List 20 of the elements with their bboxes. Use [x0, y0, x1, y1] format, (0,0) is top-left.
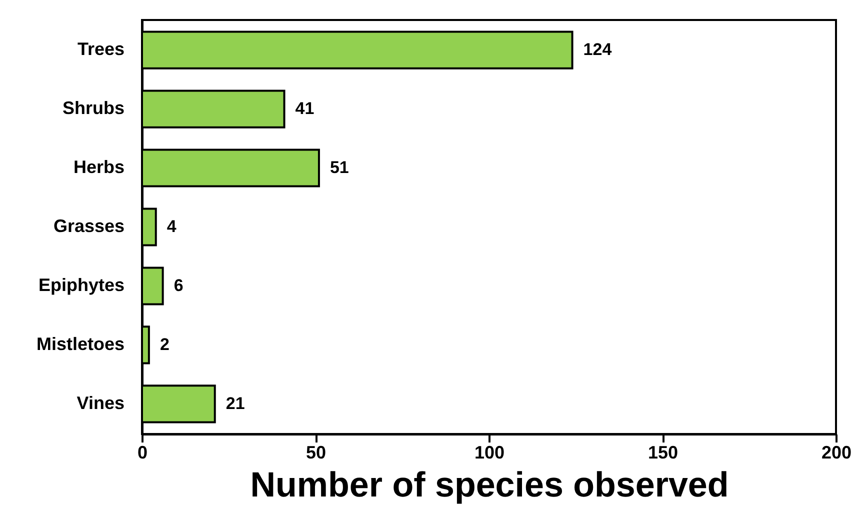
y-tick-label: Vines — [76, 392, 124, 413]
y-tick-label: Mistletoes — [36, 334, 124, 354]
y-tick-label: Epiphytes — [38, 274, 124, 295]
data-label: 51 — [330, 158, 349, 178]
x-tick-label: 100 — [474, 442, 505, 462]
data-label: 124 — [583, 40, 612, 60]
x-tick-label: 0 — [137, 442, 148, 462]
x-axis-title: Number of species observed — [250, 466, 729, 504]
x-tick-label: 200 — [821, 442, 852, 462]
y-tick-label: Grasses — [53, 216, 124, 236]
data-label: 2 — [160, 334, 170, 354]
x-tick-label: 50 — [306, 442, 326, 462]
data-label: 6 — [174, 276, 184, 295]
data-label: 21 — [226, 394, 245, 413]
y-tick-label: Herbs — [73, 157, 124, 178]
y-tick-label: Shrubs — [62, 98, 124, 118]
data-label: 4 — [166, 217, 177, 236]
data-label: 41 — [295, 99, 314, 118]
x-tick-label: 150 — [648, 442, 678, 462]
y-tick-label: Trees — [77, 39, 124, 60]
